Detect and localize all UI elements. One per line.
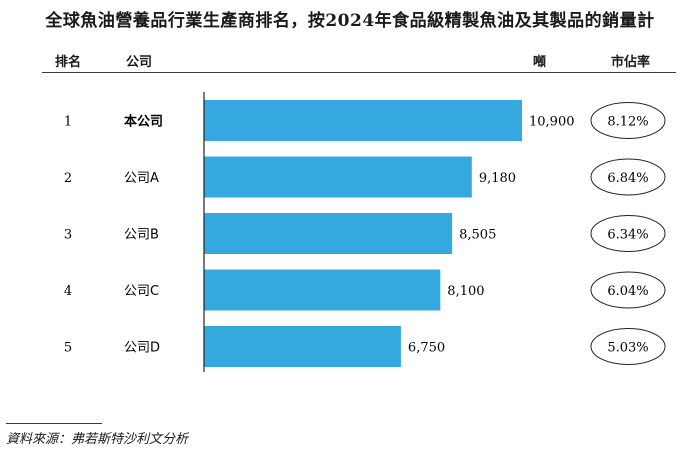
share-label: 6.34% (607, 228, 648, 243)
share-ellipse (590, 215, 666, 252)
share-ellipse (590, 328, 666, 365)
value-label: 9,180 (479, 171, 516, 186)
share-ellipse (590, 158, 666, 196)
company-label: 本公司 (124, 114, 163, 130)
chart-title: 全球魚油營養品行業生產商排名，按2024年食品級精製魚油及其製品的銷量計 (45, 11, 655, 31)
bar (204, 269, 441, 311)
rank-label: 3 (64, 228, 72, 243)
header-company: 公司 (126, 55, 153, 70)
share-ellipse (590, 102, 666, 139)
rank-label: 5 (64, 341, 72, 356)
bar (204, 100, 522, 141)
company-label: 公司D (124, 341, 160, 356)
company-label: 公司B (124, 228, 159, 243)
value-label: 8,505 (459, 228, 496, 243)
header-divider (42, 72, 676, 73)
value-label: 8,100 (447, 284, 484, 299)
share-label: 6.04% (607, 284, 648, 299)
share-label: 6.84% (607, 171, 648, 186)
bar (204, 213, 453, 254)
company-label: 公司A (124, 171, 159, 186)
share-label: 5.03% (607, 341, 648, 356)
rank-label: 1 (64, 115, 72, 130)
value-label: 10,900 (529, 115, 575, 130)
header-rank: 排名 (55, 55, 82, 70)
rank-label: 2 (64, 171, 72, 186)
header-unit: 噸 (533, 55, 547, 70)
bar (204, 326, 401, 367)
value-label: 6,750 (408, 341, 445, 356)
share-ellipse (590, 271, 666, 309)
rank-label: 4 (64, 284, 72, 299)
company-label: 公司C (124, 284, 159, 299)
footnote-divider (6, 423, 102, 424)
share-label: 8.12% (607, 115, 648, 130)
header-share: 市佔率 (611, 55, 651, 70)
source-note: 資料來源：弗若斯特沙利文分析 (6, 432, 189, 447)
bar (204, 156, 472, 198)
